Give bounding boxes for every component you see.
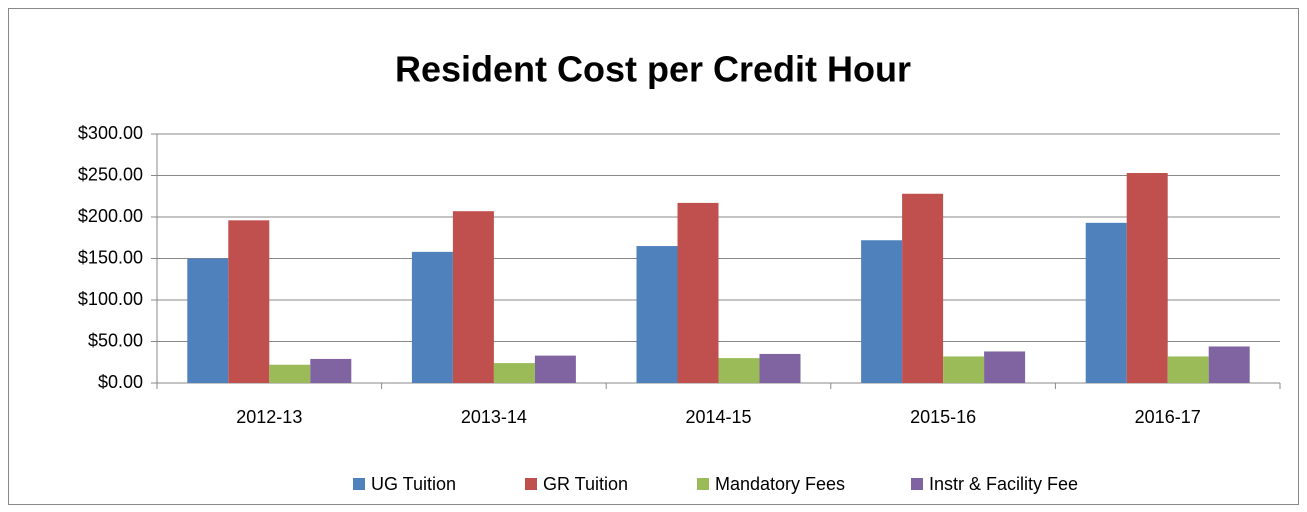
legend-swatch xyxy=(911,478,923,490)
bar xyxy=(1208,346,1250,383)
legend-swatch xyxy=(697,478,709,490)
bar xyxy=(452,211,494,383)
y-tick-label: $150.00 xyxy=(78,247,143,267)
legend-label: UG Tuition xyxy=(371,474,456,494)
chart-title: Resident Cost per Credit Hour xyxy=(395,49,911,90)
x-tick-label: 2012-13 xyxy=(236,407,302,427)
bar xyxy=(187,258,229,383)
legend-label: Instr & Facility Fee xyxy=(929,474,1078,494)
legend-label: Mandatory Fees xyxy=(715,474,845,494)
legend-swatch xyxy=(525,478,537,490)
bar xyxy=(861,240,903,383)
bar xyxy=(228,220,270,383)
legend-swatch xyxy=(353,478,365,490)
y-tick-label: $200.00 xyxy=(78,206,143,226)
bar xyxy=(1167,356,1209,383)
bar xyxy=(902,193,944,383)
bar xyxy=(493,363,535,383)
x-tick-label: 2016-17 xyxy=(1135,407,1201,427)
bar xyxy=(677,202,719,383)
bar xyxy=(269,364,311,383)
y-tick-label: $250.00 xyxy=(78,164,143,184)
legend-label: GR Tuition xyxy=(543,474,628,494)
x-tick-label: 2013-14 xyxy=(461,407,527,427)
bar xyxy=(1126,173,1168,383)
bar xyxy=(759,353,801,383)
y-tick-label: $100.00 xyxy=(78,289,143,309)
bar xyxy=(636,246,678,383)
x-tick-label: 2015-16 xyxy=(910,407,976,427)
y-tick-label: $50.00 xyxy=(88,330,143,350)
x-tick-label: 2014-15 xyxy=(685,407,751,427)
bar xyxy=(718,358,760,383)
bar xyxy=(1085,222,1127,383)
bar xyxy=(534,355,576,383)
bar xyxy=(411,251,453,383)
y-tick-label: $300.00 xyxy=(78,123,143,143)
bar xyxy=(984,351,1026,383)
bar xyxy=(943,356,985,383)
y-tick-label: $0.00 xyxy=(98,372,143,392)
bar xyxy=(310,358,352,383)
